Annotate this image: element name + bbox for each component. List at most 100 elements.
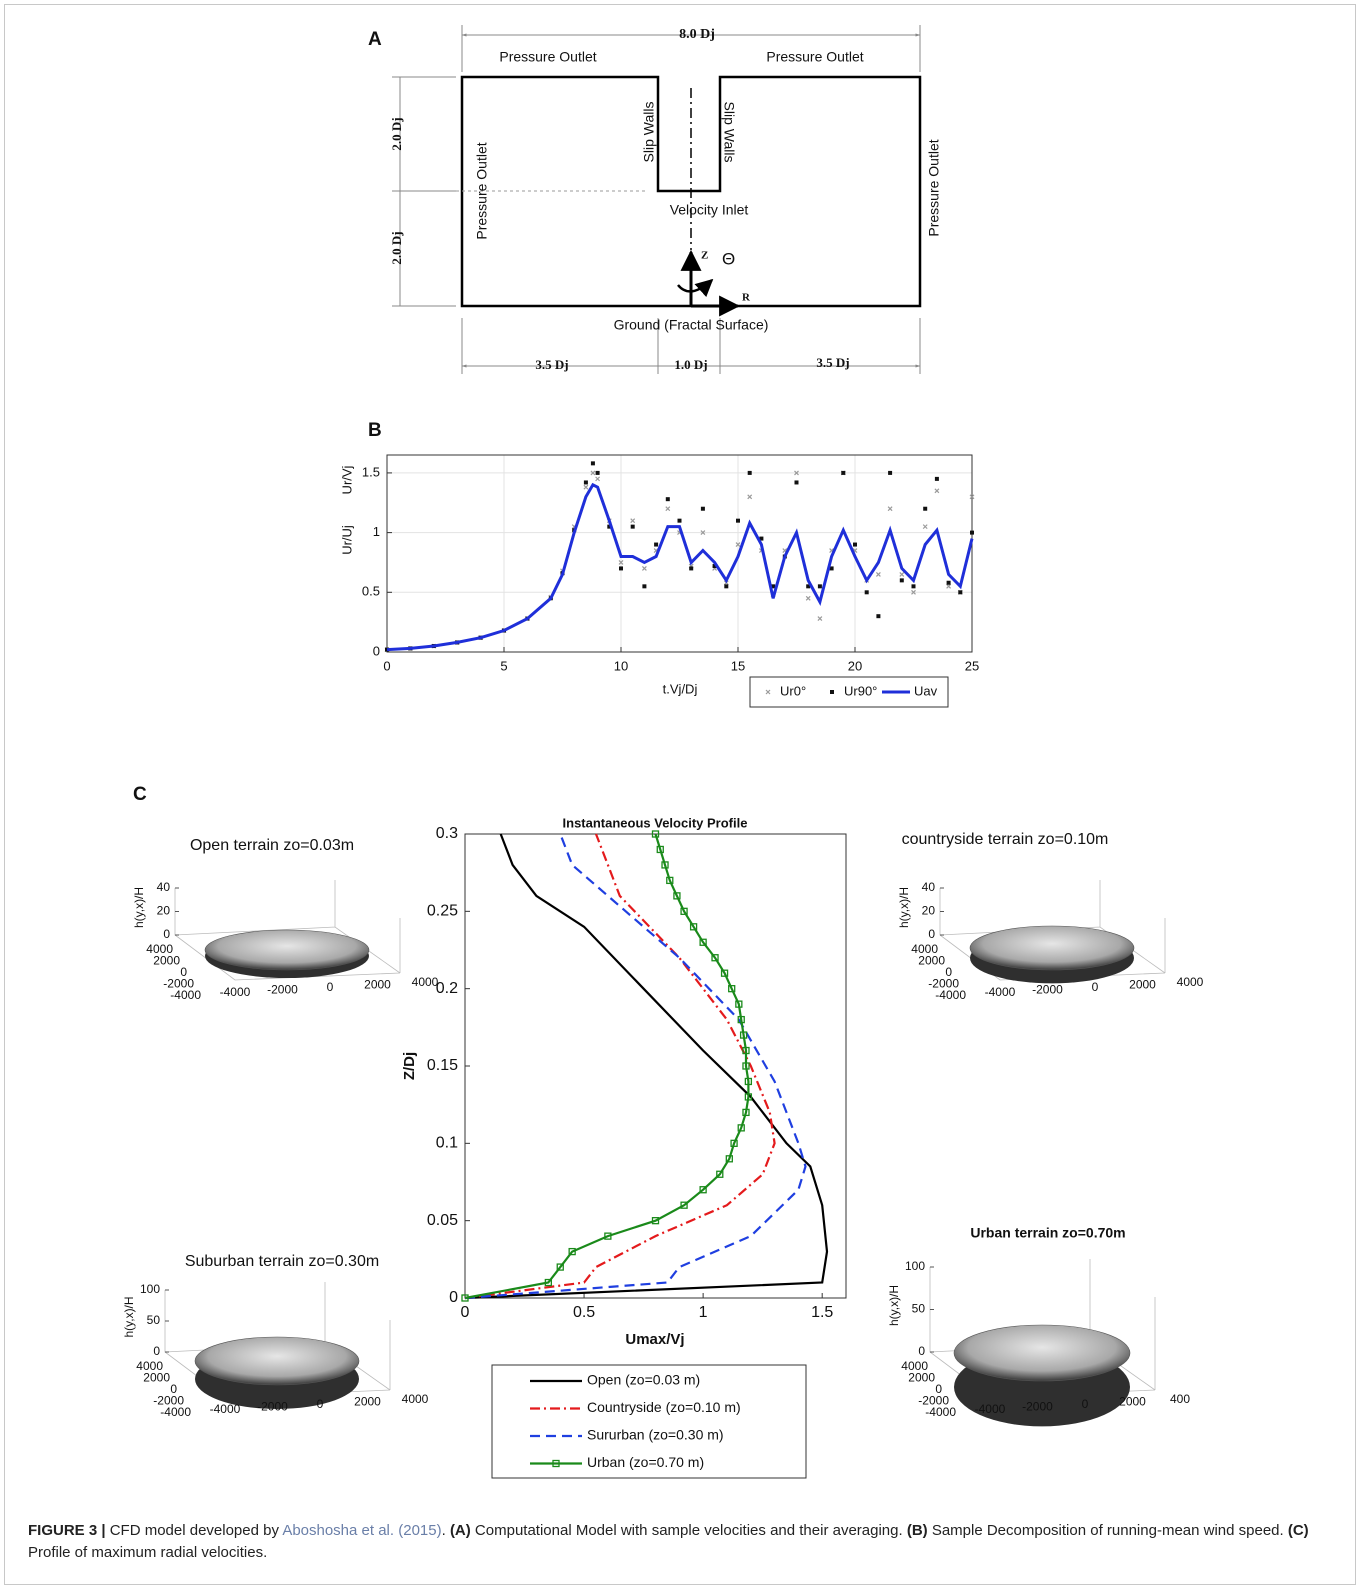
legend-label: Open (zo=0.03 m)	[587, 1372, 700, 1388]
axis-label: Z	[701, 250, 708, 262]
y-tick-label: 0	[935, 1382, 942, 1396]
y-tick-label: 2000	[908, 1371, 935, 1385]
boundary-label: Pressure Outlet	[766, 49, 863, 65]
x-tick-label: 2000	[1129, 978, 1156, 992]
legend-label: Countryside (zo=0.10 m)	[587, 1399, 741, 1415]
x-tick-label: 5	[500, 658, 507, 673]
data-point	[899, 571, 905, 577]
y-tick-label: 0.15	[427, 1057, 458, 1074]
x-tick-label: 2000	[364, 978, 391, 992]
theta-arrow	[677, 278, 714, 298]
data-point	[607, 524, 612, 529]
caption-text: Profile of maximum radial velocities.	[28, 1544, 268, 1561]
data-point	[735, 542, 741, 547]
data-point	[700, 506, 705, 511]
x-tick-label: 0	[1092, 980, 1099, 994]
data-point	[651, 1217, 660, 1225]
inset-axis-label: h(y,x)/H	[897, 887, 911, 928]
plot-area	[465, 834, 846, 1298]
x-tick-label: 4000	[412, 975, 439, 989]
terrain-surface	[204, 929, 370, 971]
legend-label: Sururban (zo=0.30 m)	[587, 1427, 724, 1443]
terrain-inset: Suburban terrain zo=0.30m h(y,x)/H 0 50 100 4…	[122, 1253, 428, 1419]
dimension-label: 2.0 Dj	[389, 231, 404, 264]
data-point	[656, 845, 664, 854]
boundary-label: Slip Walls	[641, 102, 657, 163]
y-tick-label: 0	[945, 965, 952, 979]
data-point	[583, 480, 588, 485]
data-point	[876, 614, 881, 619]
terrain-insets: Open terrain zo=0.03mh(y,x)/H02040400020…	[122, 831, 1204, 1427]
dimension-label: 8.0 Dj	[679, 27, 715, 42]
legend-label: Ur90°	[844, 683, 877, 698]
data-point	[728, 985, 736, 993]
y-axis-label: Z/Dj	[401, 1052, 418, 1080]
y-tick-label: -2000	[163, 977, 194, 991]
x-tick-label: -4000	[210, 1402, 241, 1416]
data-point	[841, 470, 846, 475]
domain-diagram: 8.0 Dj Pressure Outlet Pressure Outlet P…	[389, 25, 942, 374]
caption: FIGURE 3 | CFD model developed by Abosho…	[28, 1520, 1328, 1564]
legend-swatch	[765, 689, 771, 695]
boundary-label: Pressure Outlet	[499, 49, 596, 65]
data-point	[680, 1201, 688, 1209]
data-point	[737, 1124, 745, 1132]
legend-box	[749, 676, 949, 708]
domain-outline	[460, 75, 922, 308]
x-tick-label: -2000	[1022, 1400, 1053, 1414]
data-point	[744, 1093, 753, 1101]
y-tick-label: 0.25	[427, 903, 458, 920]
data-point	[642, 584, 647, 589]
y-tick-label: 0.3	[436, 825, 458, 842]
data-point	[689, 923, 698, 931]
z-tick-label: 0	[928, 927, 935, 941]
data-point	[680, 907, 688, 915]
x-tick-label: -2000	[267, 983, 298, 997]
x-tick-label: 0.5	[573, 1304, 595, 1321]
z-tick-label: 40	[157, 880, 171, 894]
data-point	[385, 647, 389, 652]
inset-title: Open terrain zo=0.03m	[190, 837, 354, 854]
series-line	[464, 833, 776, 1300]
data-point	[720, 969, 729, 977]
data-point	[817, 616, 823, 621]
z-tick-label: 40	[922, 880, 936, 894]
data-point	[699, 938, 707, 946]
x-tick-label: 400	[1170, 1392, 1190, 1406]
y-tick-label: 4000	[136, 1359, 163, 1373]
panel-label: B	[368, 420, 382, 441]
dimension-label: 2.0 Dj	[389, 117, 404, 150]
boundary-label: Velocity Inlet	[670, 202, 749, 218]
data-point	[677, 518, 682, 523]
data-point	[829, 566, 834, 571]
data-point	[590, 470, 596, 476]
inset-title: Urban terrain zo=0.70m	[970, 1225, 1125, 1241]
x-tick-label: 0	[327, 980, 334, 994]
data-point	[737, 1015, 745, 1024]
data-point	[716, 1170, 724, 1178]
data-point	[875, 571, 881, 577]
data-point	[595, 476, 601, 482]
data-point	[661, 861, 669, 869]
caption-label: (C)	[1287, 1522, 1309, 1539]
x-tick-label: -4000	[985, 985, 1016, 999]
data-point	[699, 1186, 707, 1194]
x-tick-label: 2000	[354, 1395, 381, 1409]
citation-link[interactable]: Aboshosha et al. (2015)	[282, 1522, 442, 1539]
inset-title: countryside terrain zo=0.10m	[902, 831, 1109, 848]
x-tick-label: 0	[317, 1397, 324, 1411]
caption-label: (B)	[906, 1522, 928, 1539]
y-tick-label: 0.2	[436, 980, 458, 997]
axes-box	[386, 454, 973, 653]
z-tick-label: 50	[912, 1302, 926, 1316]
z-tick-label: 0	[163, 927, 170, 941]
x-tick-label: -4000	[975, 1402, 1006, 1416]
data-point	[725, 1155, 733, 1163]
x-tick-label: 0	[1082, 1397, 1089, 1411]
y-tick-label: 2000	[153, 954, 180, 968]
data-point	[853, 542, 857, 547]
x-tick-label: 0	[461, 1304, 470, 1321]
y-tick-label: 0	[449, 1289, 458, 1306]
legend-label: Uav	[914, 683, 938, 698]
